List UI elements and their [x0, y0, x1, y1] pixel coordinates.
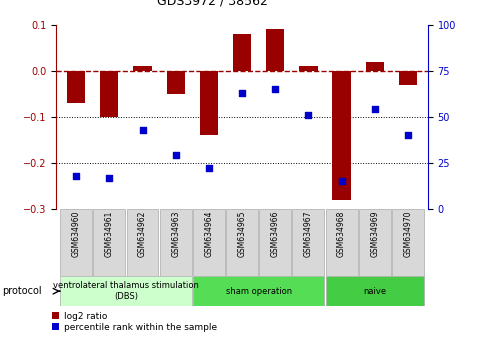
- Point: [403, 132, 411, 138]
- Point: [204, 166, 212, 171]
- Text: GSM634964: GSM634964: [204, 211, 213, 257]
- Bar: [93, 209, 125, 276]
- Bar: [325, 276, 423, 306]
- Text: GSM634969: GSM634969: [369, 211, 379, 257]
- Bar: [100, 71, 118, 117]
- Text: naive: naive: [363, 287, 386, 296]
- Point: [238, 90, 245, 96]
- Point: [304, 112, 312, 118]
- Point: [337, 178, 345, 184]
- Bar: [292, 209, 324, 276]
- Text: GDS3972 / 38562: GDS3972 / 38562: [157, 0, 267, 7]
- Text: GSM634965: GSM634965: [237, 211, 246, 257]
- Point: [72, 173, 80, 178]
- Bar: [232, 34, 251, 71]
- Bar: [133, 66, 151, 71]
- Bar: [193, 209, 224, 276]
- Text: ventrolateral thalamus stimulation
(DBS): ventrolateral thalamus stimulation (DBS): [53, 281, 199, 301]
- Bar: [358, 209, 390, 276]
- Text: GSM634962: GSM634962: [138, 211, 147, 257]
- Point: [171, 153, 179, 158]
- Text: GSM634960: GSM634960: [72, 211, 81, 257]
- Bar: [193, 276, 324, 306]
- Bar: [160, 209, 191, 276]
- Bar: [199, 71, 218, 135]
- Bar: [67, 71, 85, 103]
- Bar: [299, 66, 317, 71]
- Text: GSM634966: GSM634966: [270, 211, 279, 257]
- Point: [138, 127, 146, 132]
- Bar: [126, 209, 158, 276]
- Bar: [398, 71, 416, 85]
- Bar: [60, 276, 191, 306]
- Bar: [166, 71, 184, 94]
- Text: sham operation: sham operation: [225, 287, 291, 296]
- Bar: [259, 209, 290, 276]
- Text: GSM634963: GSM634963: [171, 211, 180, 257]
- Text: GSM634970: GSM634970: [403, 211, 411, 257]
- Point: [370, 107, 378, 112]
- Text: GSM634967: GSM634967: [304, 211, 312, 257]
- Bar: [365, 62, 383, 71]
- Text: GSM634961: GSM634961: [104, 211, 114, 257]
- Point: [105, 175, 113, 181]
- Legend: log2 ratio, percentile rank within the sample: log2 ratio, percentile rank within the s…: [51, 311, 217, 333]
- Bar: [265, 29, 284, 71]
- Bar: [60, 209, 92, 276]
- Text: protocol: protocol: [2, 286, 42, 296]
- Bar: [391, 209, 423, 276]
- Point: [271, 86, 279, 92]
- Bar: [332, 71, 350, 200]
- Bar: [325, 209, 357, 276]
- Text: GSM634968: GSM634968: [336, 211, 346, 257]
- Bar: [225, 209, 258, 276]
